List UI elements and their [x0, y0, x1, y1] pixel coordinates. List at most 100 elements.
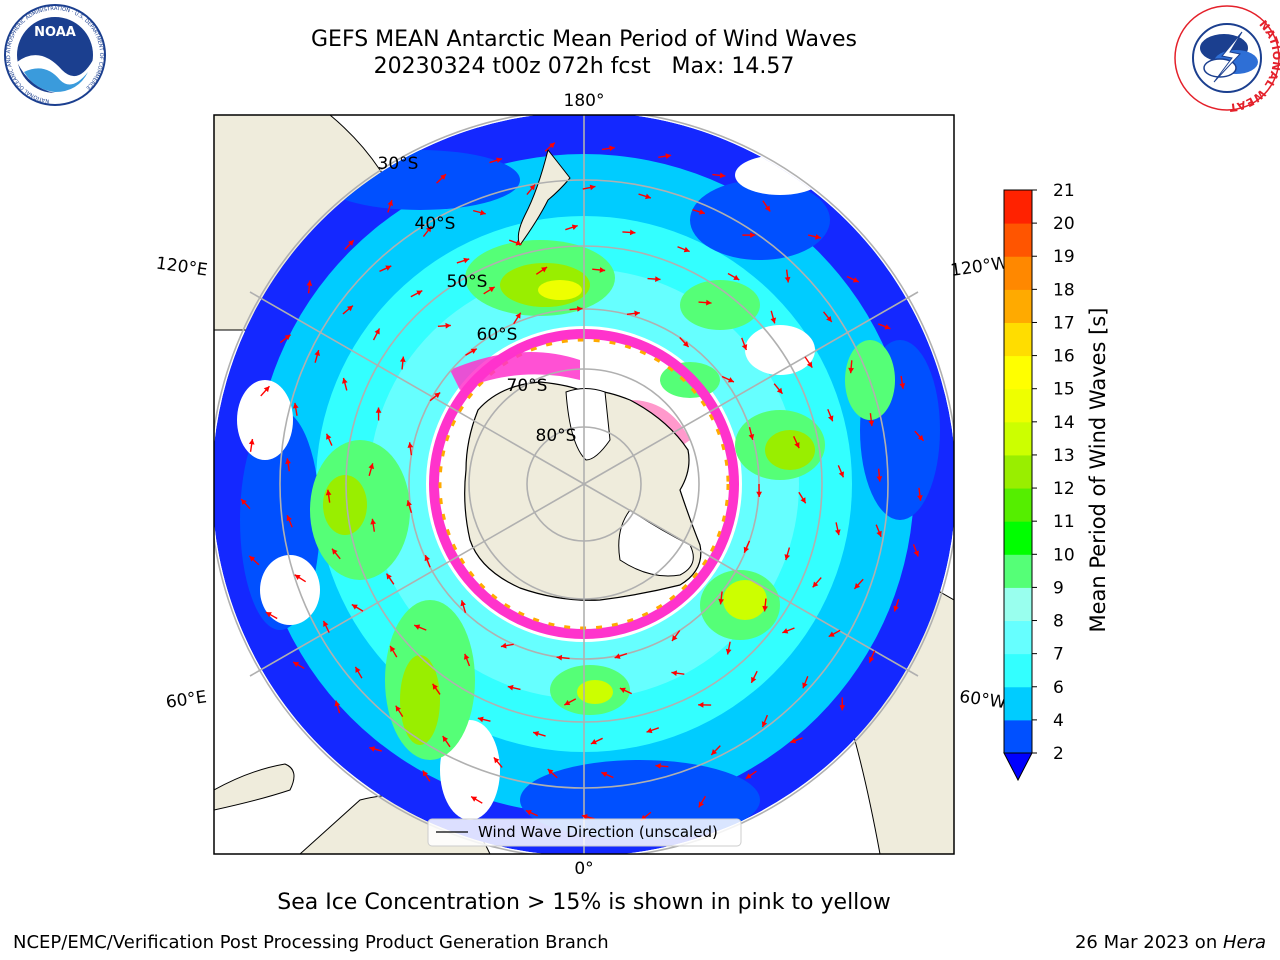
wind-wave-arrow-head [375, 407, 382, 413]
colorbar-tick-label: 17 [1053, 313, 1075, 333]
wind-wave-arrow-head [374, 328, 380, 335]
wind-wave-arrow-head [470, 348, 477, 354]
lon-label-180: 180° [564, 91, 605, 111]
wind-wave-arrow-head [876, 476, 883, 482]
wind-wave-arrow-head [571, 224, 578, 230]
wind-wave-arrow-head [325, 489, 332, 496]
noaa-logo-name: NOAA [34, 25, 76, 40]
wind-wave-arrow-head [370, 518, 377, 525]
wind-wave-arrow-head [645, 193, 651, 200]
title-line-2: 20230324 t00z 072h fcst Max: 14.57 [373, 54, 795, 79]
wind-wave-arrow-head [390, 645, 396, 652]
colorbar-segment [1004, 620, 1032, 655]
wind-wave-arrow-head [496, 157, 502, 164]
wind-wave-arrow-head [599, 267, 606, 273]
wind-wave-arrow-head [477, 716, 484, 723]
wind-wave-arrow-head [826, 316, 832, 322]
colorbar-segment [1004, 256, 1032, 290]
colorbar-tick-label: 9 [1053, 578, 1064, 598]
wind-wave-arrow-head [876, 530, 882, 537]
colorbar-tick-label: 20 [1053, 214, 1075, 234]
wind-wave-arrow-head [725, 648, 732, 655]
colorbar-segment [1004, 686, 1032, 721]
colorbar-tick-label: 21 [1053, 181, 1075, 201]
wind-wave-arrow-head [326, 433, 332, 440]
wind-wave-arrow-head [917, 434, 924, 441]
colorbar-tick-label: 11 [1053, 512, 1075, 532]
colorbar-tick-label: 10 [1053, 545, 1075, 565]
wind-wave-arrow-head [424, 555, 430, 562]
wind-wave-arrow-head [488, 286, 495, 293]
wind-wave-arrow-head [706, 299, 712, 306]
wind-wave-arrow-head [422, 770, 429, 777]
wind-wave-arrow-head [386, 573, 392, 580]
colorbar-tick-label: 6 [1053, 678, 1064, 698]
wind-wave-arrow-head [294, 574, 301, 580]
wind-wave-arrow-head [634, 310, 640, 317]
wind-wave-arrow-head [784, 554, 791, 561]
wind-wave-arrow-head [868, 420, 875, 427]
wind-wave-arrow-head [249, 555, 256, 562]
wind-wave-arrow-head [351, 604, 358, 610]
wind-wave-arrow-head [629, 229, 636, 236]
land-new-zealand [517, 148, 571, 246]
colorbar-tick-label: 12 [1053, 479, 1075, 499]
wind-wave-arrow-head [440, 174, 446, 180]
wind-wave-arrow-head [800, 497, 806, 504]
wind-wave-arrow-head [743, 546, 750, 553]
footer-credit: NCEP/EMC/Verification Post Processing Pr… [13, 932, 609, 953]
wind-wave-arrow-head [802, 682, 808, 689]
wind-wave-arrow-head [564, 699, 571, 706]
wind-wave-arrow-head [507, 684, 514, 691]
wind-wave-arrow-head [425, 226, 432, 233]
wind-wave-arrow-head [839, 705, 846, 711]
lat-label-50s: 50°S [447, 272, 488, 292]
lat-label-70s: 70°S [507, 376, 548, 396]
colorbar-segment [1004, 388, 1032, 423]
wind-wave-arrow-head [407, 442, 414, 448]
title-line-1: GEFS MEAN Antarctic Mean Period of Wind … [311, 27, 857, 52]
wind-wave-arrow-head [854, 583, 861, 589]
wind-wave-arrow-head [655, 276, 661, 282]
wind-wave-arrow-head [828, 415, 834, 422]
wind-wave-arrow-head [432, 683, 438, 690]
wind-wave-arrow-head [762, 605, 768, 612]
colorbar-frame [1003, 189, 1033, 754]
wind-wave-arrow-head [460, 600, 466, 607]
wind-wave-arrow-head [347, 305, 353, 312]
colorbar-tick-label: 2 [1053, 744, 1064, 764]
legend-label: Wind Wave Direction (unscaled) [478, 823, 718, 841]
wind-wave-arrow-head [727, 377, 734, 383]
lat-label-40s: 40°S [415, 214, 456, 234]
wind-wave-arrow-head [719, 172, 726, 179]
wind-wave-arrow-head [589, 184, 596, 191]
colorbar-segment [1004, 521, 1032, 555]
wind-wave-arrow-head [577, 306, 583, 312]
wind-wave-arrow-head [590, 739, 597, 745]
wind-wave-arrow-head [815, 233, 821, 240]
sea-ice-note: Sea Ice Concentration > 15% is shown in … [277, 890, 891, 915]
wind-wave-arrow-head [334, 700, 341, 707]
wind-wave-arrow-head [463, 653, 470, 660]
map-panel [214, 115, 954, 854]
wind-wave-arrow-head [770, 317, 777, 324]
wind-wave-arrow-head [848, 367, 854, 374]
wind-wave-arrow-head [683, 246, 690, 253]
wind-wave-arrow-head [323, 620, 329, 627]
wind-wave-arrow-head [406, 500, 412, 507]
wind-wave-arrow-head [812, 581, 819, 588]
wind-wave-arrow-head [263, 386, 270, 393]
wind-wave-arrow-head [899, 383, 906, 389]
wind-wave-arrow-head [248, 438, 255, 445]
wind-wave-arrow-head [741, 344, 748, 351]
wind-wave-arrow-head [471, 796, 478, 802]
wind-wave-arrow-head [756, 491, 762, 497]
wind-wave-arrow-head [399, 356, 406, 363]
wind-wave-arrow-head [776, 387, 783, 394]
wind-wave-arrow-head [745, 773, 752, 779]
colorbar-segment [1004, 488, 1032, 522]
wind-wave-arrow-head [828, 631, 835, 637]
colorbar-segment [1004, 223, 1032, 257]
land-madagascar [214, 763, 295, 811]
wind-wave-arrow-head [761, 721, 768, 728]
